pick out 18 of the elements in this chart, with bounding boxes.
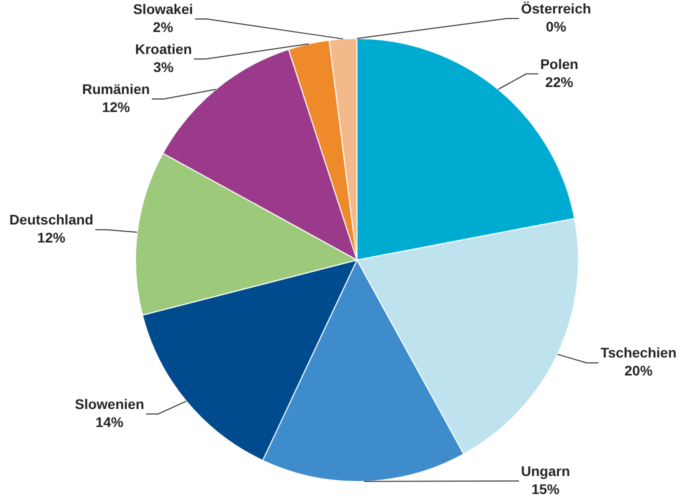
slice-label: Ungarn <box>521 462 570 479</box>
data-label: 2% <box>152 18 174 35</box>
category-label: Österreich <box>520 0 592 16</box>
slice-label: Tschechien <box>600 344 677 361</box>
slice-label: Deutschland <box>9 212 94 228</box>
slice-label: Kroatien <box>135 40 192 57</box>
data-label: 20% <box>624 362 654 379</box>
data-label: 14% <box>95 414 124 430</box>
data-label: 12% <box>37 230 66 246</box>
slice-label: Slowenien <box>74 396 144 412</box>
data-label: 15% <box>531 480 560 497</box>
slice-label: Slowakei <box>133 0 193 17</box>
slice-label: Rumänien <box>82 80 150 97</box>
data-label: 3% <box>153 58 174 75</box>
data-label: 12% <box>102 98 131 115</box>
data-label: 22% <box>545 74 574 90</box>
slice-label: Polen <box>540 56 578 72</box>
text: 0% <box>546 18 566 34</box>
